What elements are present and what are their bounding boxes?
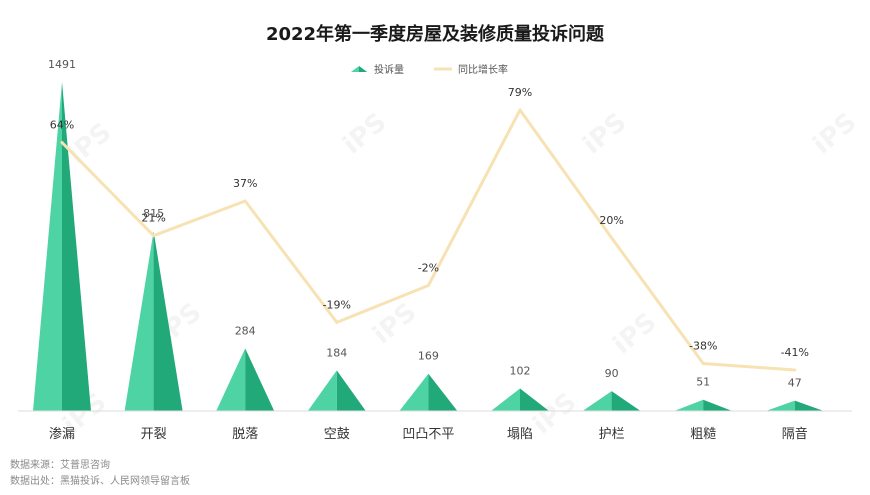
bar-value-label: 169: [418, 350, 439, 363]
pyramid-bar-9: [765, 400, 795, 411]
source-note: 数据来源：艾普思咨询: [10, 460, 110, 471]
x-tick-label: 塌陷: [507, 427, 533, 442]
pyramid-bar-2: [124, 231, 154, 411]
pyramid-bar-shade-6: [520, 388, 549, 411]
pyramid-bar-shade-9: [794, 400, 824, 411]
bar-value-label: 284: [235, 324, 256, 337]
pyramid-bar-shade-2: [153, 231, 183, 411]
watermark-glyph: iPS: [577, 107, 632, 160]
growth-point: [426, 284, 430, 287]
x-tick-label: 渗漏: [49, 426, 75, 442]
growth-point: [518, 108, 522, 112]
growth-point: [60, 141, 64, 144]
x-tick-labels: 渗漏 开裂 脱落 空鼓 凹凸不平 塌陷 护栏 粗糙 隔音: [49, 426, 808, 442]
watermark-glyph: iPS: [527, 387, 582, 440]
growth-value-label: 79%: [508, 86, 532, 99]
x-tick-label: 粗糙: [690, 427, 716, 442]
growth-point: [243, 199, 247, 203]
bar-value-label: 102: [510, 364, 531, 377]
legend-pyramid-swatch-shade: [359, 66, 367, 72]
x-tick-label: 脱落: [232, 427, 258, 442]
chart-title: 2022年第一季度房屋及装修质量投诉问题: [266, 23, 605, 45]
pyramid-bar-shade-7: [611, 391, 641, 411]
x-tick-label: 空鼓: [324, 427, 350, 442]
pyramid-bar-4: [307, 370, 337, 411]
x-tick-label: 护栏: [599, 427, 625, 442]
x-tick-label: 开裂: [141, 427, 167, 442]
x-tick-label: 隔音: [782, 426, 808, 442]
growth-value-label: 20%: [599, 214, 623, 227]
pyramid-bar-shade-3: [245, 348, 275, 411]
pyramid-bar-5: [399, 373, 429, 411]
legend-label-complaints: 投诉量: [374, 63, 404, 76]
watermark-glyph: iPS: [607, 307, 662, 360]
pyramid-bar-7: [582, 391, 612, 411]
pyramid-bar-8: [674, 399, 704, 411]
pyramid-bar-3: [216, 348, 246, 411]
growth-point: [793, 368, 797, 372]
pyramid-bar-shade-8: [703, 399, 733, 411]
legend: 投诉量 同比增长率: [351, 63, 508, 76]
bar-value-label: 815: [143, 207, 164, 220]
pyramid-bar-6: [491, 388, 520, 411]
bar-value-label: 51: [696, 376, 710, 389]
bar-value-label: 90: [605, 367, 619, 380]
growth-value-label: -19%: [323, 298, 351, 311]
legend-label-growth: 同比增长率: [458, 63, 508, 76]
growth-point: [152, 234, 156, 238]
bar-value-labels: 1491 815 284 184 169 102 90 51 47: [48, 58, 802, 390]
pyramid-bar-shade-4: [336, 370, 366, 411]
growth-value-label: -2%: [418, 262, 439, 275]
source-origin-note: 数据出处：黑猫投诉、人民网领导留言板: [10, 476, 190, 487]
pyramid-series: [33, 82, 824, 411]
growth-value-label: -41%: [781, 346, 809, 359]
bar-value-label: 47: [788, 377, 802, 390]
x-tick-label: 凹凸不平: [402, 427, 454, 442]
bar-value-label: 1491: [48, 58, 76, 71]
bar-value-label: 184: [326, 346, 347, 359]
growth-point: [701, 362, 705, 365]
watermark-glyph: iPS: [337, 107, 392, 160]
growth-value-label: 21%: [141, 212, 165, 225]
pyramid-bar-shade-5: [428, 373, 458, 411]
growth-value-label: -38%: [689, 340, 717, 353]
line-value-labels: 64% 21% 37% -19% -2% 79% 20% -38% -41%: [50, 86, 809, 359]
pyramid-bar-shade-1: [62, 82, 91, 411]
watermark-glyph: iPS: [807, 107, 862, 160]
growth-value-label: 64%: [50, 119, 74, 132]
growth-point: [335, 320, 339, 324]
growth-value-label: 37%: [233, 177, 257, 190]
growth-line-series: [60, 108, 797, 372]
growth-point: [610, 236, 614, 240]
pyramid-bar-1: [33, 82, 62, 411]
